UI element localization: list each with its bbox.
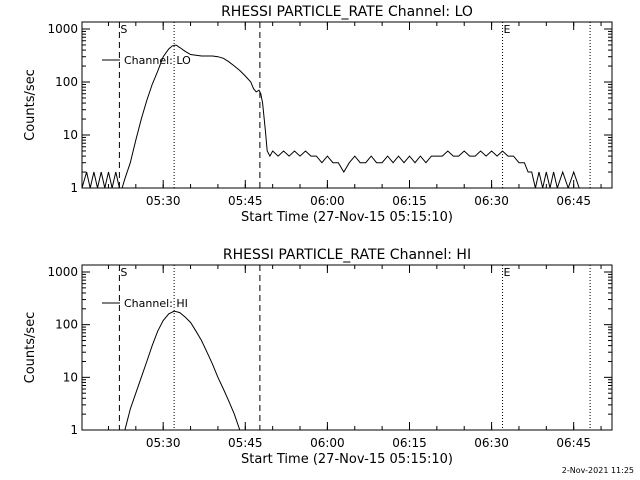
plot-frame xyxy=(81,264,613,431)
x-tick-label: 06:45 xyxy=(556,194,591,208)
chart-panel: RHESSI PARTICLE_RATE Channel: LO Counts/s… xyxy=(23,4,613,225)
x-tick-label: 06:45 xyxy=(556,436,591,450)
chart-title: RHESSI PARTICLE_RATE Channel: LO xyxy=(221,4,473,20)
x-tick-label: 05:30 xyxy=(146,194,181,208)
chart-panel: RHESSI PARTICLE_RATE Channel: HI Counts/s… xyxy=(23,247,613,467)
x-axis-label: Start Time (27-Nov-15 05:15:10) xyxy=(241,452,453,467)
time-marker-label: E xyxy=(504,266,511,279)
y-tick-label: 1000 xyxy=(47,22,78,36)
y-axis-label: Counts/sec xyxy=(23,69,38,141)
x-tick-label: 06:00 xyxy=(310,436,345,450)
legend-label: Channel: LO xyxy=(124,54,191,67)
footer-timestamp: 2-Nov-2021 11:25 xyxy=(561,466,634,475)
time-marker-label: S xyxy=(120,266,127,279)
y-tick-label: 10 xyxy=(63,370,78,384)
x-tick-label: 05:45 xyxy=(228,436,263,450)
time-marker-label: E xyxy=(504,23,511,36)
y-tick-label: 1 xyxy=(70,181,78,195)
x-tick-label: 06:00 xyxy=(310,194,345,208)
y-tick-label: 1 xyxy=(70,423,78,437)
series-line xyxy=(82,44,612,188)
x-tick-label: 06:15 xyxy=(392,436,427,450)
y-tick-label: 100 xyxy=(55,318,78,332)
x-tick-label: 06:30 xyxy=(474,436,509,450)
time-marker-label: S xyxy=(120,23,127,36)
x-tick-label: 05:30 xyxy=(146,436,181,450)
x-tick-label: 06:30 xyxy=(474,194,509,208)
y-axis-label: Counts/sec xyxy=(23,312,38,384)
legend-label: Channel: HI xyxy=(124,297,188,310)
y-tick-label: 100 xyxy=(55,75,78,89)
x-tick-label: 06:15 xyxy=(392,194,427,208)
plot-frame xyxy=(81,21,613,189)
x-tick-label: 05:45 xyxy=(228,194,263,208)
chart-title: RHESSI PARTICLE_RATE Channel: HI xyxy=(223,247,471,263)
y-tick-label: 10 xyxy=(63,128,78,142)
series-line xyxy=(124,310,241,430)
y-tick-label: 1000 xyxy=(47,265,78,279)
x-axis-label: Start Time (27-Nov-15 05:15:10) xyxy=(241,210,453,225)
